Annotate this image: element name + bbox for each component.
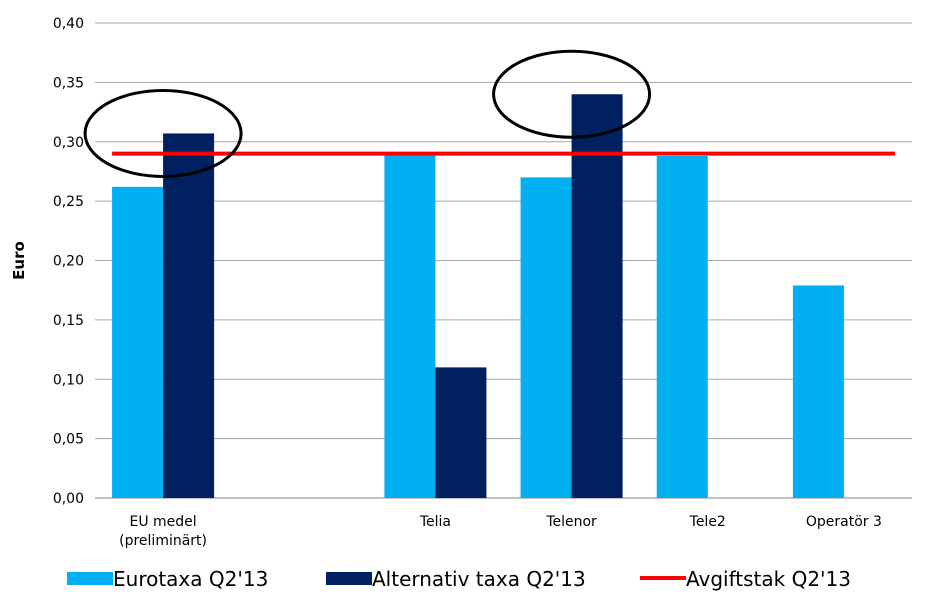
y-tick-label: 0,00	[53, 491, 84, 507]
y-tick-label: 0,25	[53, 194, 84, 210]
bars	[112, 94, 844, 498]
x-tick-label: Telia	[419, 514, 451, 530]
y-tick-label: 0,10	[53, 372, 84, 388]
y-tick-label: 0,20	[53, 254, 84, 270]
x-axis-ticks: EU medel (preliminärt) Telia Telenor Tele2 Op…	[119, 514, 882, 549]
highlight-circles	[83, 49, 652, 178]
x-tick-label: Tele2	[689, 514, 726, 530]
x-tick-label: (preliminärt)	[119, 533, 207, 549]
legend-label: Alternativ taxa Q2'13	[372, 567, 586, 591]
y-tick-label: 0,05	[53, 432, 84, 448]
legend-label: Avgiftstak Q2'13	[686, 567, 851, 591]
legend-label: Eurotaxa Q2'13	[113, 567, 268, 591]
x-tick-label: Telenor	[545, 514, 597, 530]
bar	[112, 186, 164, 498]
y-tick-label: 0,35	[53, 75, 84, 91]
bar	[571, 94, 623, 498]
y-tick-label: 0,30	[53, 135, 84, 151]
legend-swatch	[326, 572, 372, 585]
x-tick-label: Operatör 3	[806, 514, 882, 530]
x-tick-label: EU medel	[129, 514, 196, 530]
gridlines	[95, 22, 912, 499]
bar	[520, 177, 572, 498]
y-axis-ticks: 0,00 0,05 0,10 0,15 0,20 0,25 0,30 0,35 0,40	[53, 16, 84, 507]
bar	[163, 133, 215, 498]
y-tick-label: 0,40	[53, 16, 84, 32]
legend: Eurotaxa Q2'13 Alternativ taxa Q2'13 Avgif…	[67, 567, 851, 591]
bar	[435, 367, 487, 498]
y-tick-label: 0,15	[53, 313, 84, 329]
bar	[792, 285, 844, 498]
legend-swatch	[67, 572, 113, 585]
highlight-ellipse	[492, 49, 652, 139]
bar	[656, 156, 708, 498]
y-axis-label: Euro	[10, 241, 28, 280]
highlight-ellipse	[83, 88, 243, 178]
bar	[384, 154, 436, 498]
